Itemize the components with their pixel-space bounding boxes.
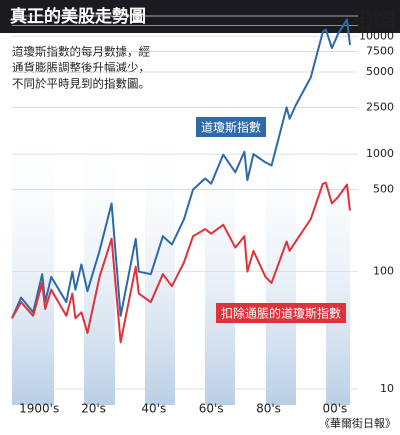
legend-box — [196, 117, 267, 137]
chart-title: 真正的美股走勢圖 — [10, 6, 146, 27]
x-tick-label: 40's — [141, 402, 166, 416]
legend-entry: 扣除通脹的道瓊斯指數 — [216, 303, 347, 323]
x-tick-label: 80's — [256, 402, 281, 416]
y-tick-label: 12500 — [359, 18, 394, 31]
title-bar — [0, 0, 400, 33]
x-tick-label: 20's — [81, 402, 106, 416]
legend-label: 扣除通脹的道瓊斯指數 — [221, 306, 341, 321]
x-tick-label: 60's — [199, 402, 224, 416]
y-tick-label: 100 — [373, 265, 394, 278]
y-tick-label: 10 — [380, 382, 394, 395]
x-tick-label: 1900's — [19, 402, 59, 416]
legend-entry: 道瓊斯指數 — [196, 117, 267, 137]
bands — [12, 120, 350, 405]
y-tick-label: 1000 — [366, 147, 394, 160]
source: 《華爾街日報》 — [319, 416, 396, 430]
band — [84, 120, 115, 405]
band — [266, 120, 296, 405]
y-tick-label: 10000 — [359, 30, 394, 43]
subtitle: 通貨膨脹調整後升幅減少， — [12, 61, 150, 75]
subtitle: 不同於平時見到的指數圖。 — [12, 77, 150, 91]
y-tick-label: 15000 — [359, 9, 394, 22]
legend-box — [216, 303, 347, 323]
legend-label: 道瓊斯指數 — [201, 120, 261, 135]
y-tick-label: 2500 — [366, 100, 394, 113]
y-tick-label: 5000 — [366, 65, 394, 78]
band — [205, 120, 235, 405]
band — [12, 120, 54, 405]
series-line — [11, 181, 351, 344]
y-tick-label: 7500 — [366, 44, 394, 57]
band — [326, 120, 350, 405]
band — [145, 120, 175, 405]
series-line — [11, 18, 351, 319]
y-tick-label: 500 — [373, 182, 394, 195]
x-tick-label: 00's — [322, 402, 347, 416]
